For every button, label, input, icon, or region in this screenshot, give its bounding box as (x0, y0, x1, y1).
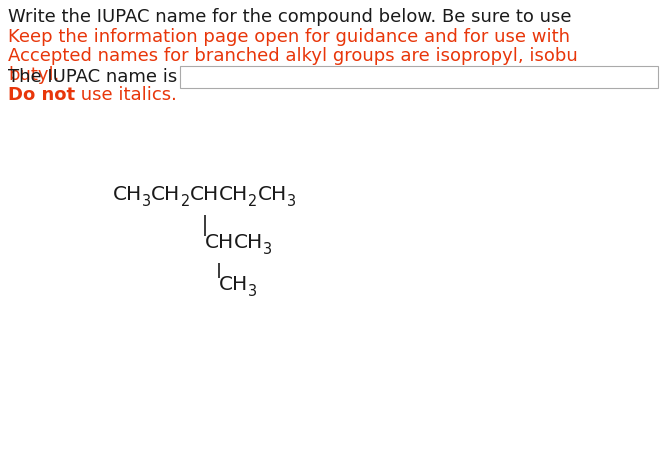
Text: The IUPAC name is: The IUPAC name is (8, 68, 177, 86)
Text: CH: CH (219, 185, 249, 204)
Text: 2: 2 (180, 194, 190, 209)
Text: Accepted names for branched alkyl groups are isopropyl, isobu: Accepted names for branched alkyl groups… (8, 47, 577, 65)
Text: use italics.: use italics. (75, 86, 177, 104)
Text: CH: CH (151, 185, 180, 204)
Text: 3: 3 (287, 194, 296, 209)
Text: 2: 2 (249, 194, 258, 209)
Text: Write the IUPAC name for the compound below. Be sure to use: Write the IUPAC name for the compound be… (8, 8, 572, 26)
Text: CH: CH (113, 185, 143, 204)
Text: CH: CH (204, 233, 234, 252)
Text: CH: CH (190, 185, 219, 204)
Bar (180, 66, 658, 88)
Text: CH: CH (258, 185, 287, 204)
Text: 3: 3 (143, 194, 151, 209)
Text: Keep the information page open for guidance and for use with: Keep the information page open for guida… (8, 27, 570, 45)
Text: Do not: Do not (8, 86, 75, 104)
Text: CH: CH (219, 275, 249, 294)
Text: CH: CH (234, 233, 263, 252)
Text: 3: 3 (249, 284, 257, 299)
Text: butyl.: butyl. (8, 67, 60, 84)
Text: 3: 3 (263, 242, 272, 257)
